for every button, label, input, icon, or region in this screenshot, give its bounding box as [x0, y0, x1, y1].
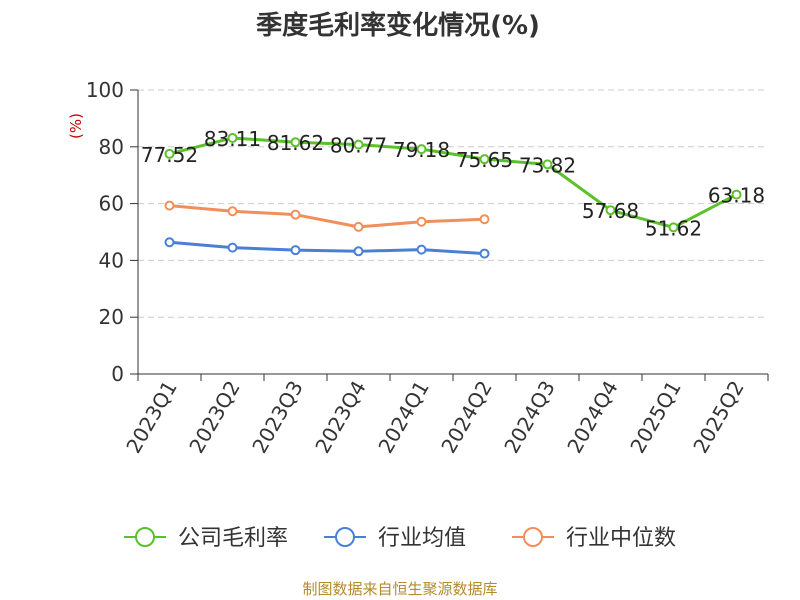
data-label-2023Q3: 81.62: [267, 131, 324, 155]
point-s2-2023Q4: [353, 221, 364, 232]
x-tick-label-2023Q3: 2023Q3: [247, 377, 307, 458]
y-axis-label: (%): [67, 113, 85, 139]
x-tick-label-2024Q4: 2024Q4: [562, 377, 622, 458]
point-s2-2023Q1: [164, 200, 175, 211]
data-label-2023Q4: 80.77: [330, 134, 387, 158]
point-s1-2023Q2: [227, 242, 238, 253]
source-note: 制图数据来自恒生聚源数据库: [302, 580, 497, 598]
point-s0-2024Q2: [479, 154, 490, 165]
point-s1-2024Q2: [479, 248, 490, 259]
legend-label-1: 行业均值: [378, 526, 466, 551]
data-label-2024Q2: 75.65: [456, 148, 513, 172]
data-label-2024Q3: 73.82: [519, 153, 576, 177]
point-s0-2025Q1: [668, 222, 679, 233]
x-tick-label-2025Q2: 2025Q2: [688, 377, 748, 458]
point-s0-2025Q2: [731, 189, 742, 200]
point-s0-2024Q3: [542, 159, 553, 170]
point-s0-2023Q2: [227, 132, 238, 143]
point-s1-2023Q4: [353, 246, 364, 257]
y-tick-label-0: 0: [111, 362, 124, 386]
point-s0-2024Q4: [605, 205, 616, 216]
x-tick-label-2023Q4: 2023Q4: [310, 377, 370, 458]
point-s1-2024Q1: [416, 244, 427, 255]
x-tick-label-2023Q1: 2023Q1: [121, 377, 181, 458]
y-tick-label-40: 40: [99, 248, 124, 272]
data-label-2024Q1: 79.18: [393, 138, 450, 162]
point-s1-2023Q1: [164, 237, 175, 248]
series-line-2: [169, 204, 485, 229]
series-lines: [164, 132, 742, 259]
x-tick-label-2024Q1: 2024Q1: [373, 377, 433, 458]
y-tick-label-20: 20: [99, 305, 124, 329]
legend-marker-1: [335, 527, 355, 547]
chart-title: 季度毛利率变化情况(%): [256, 10, 540, 41]
series-line-1: [169, 240, 485, 256]
point-s2-2023Q2: [227, 206, 238, 217]
legend-label-0: 公司毛利率: [178, 526, 288, 551]
data-label-2025Q2: 63.18: [708, 184, 765, 208]
point-s0-2023Q1: [164, 148, 175, 159]
x-tick-label-2024Q2: 2024Q2: [436, 377, 496, 458]
data-label-2023Q2: 83.11: [204, 127, 261, 151]
x-tick-label-2023Q2: 2023Q2: [184, 377, 244, 458]
point-s2-2024Q1: [416, 216, 427, 227]
point-s2-2023Q3: [290, 209, 301, 220]
point-s0-2024Q1: [416, 144, 427, 155]
y-tick-label-80: 80: [99, 135, 124, 159]
legend-marker-0: [135, 527, 155, 547]
legend: 公司毛利率 行业均值 行业中位数: [124, 526, 676, 551]
point-s1-2023Q3: [290, 245, 301, 256]
x-tick-label-2024Q3: 2024Q3: [499, 377, 559, 458]
data-label-2023Q1: 77.52: [141, 143, 198, 167]
series-line-0: [169, 136, 738, 229]
point-s0-2023Q4: [353, 139, 364, 150]
y-tick-label-60: 60: [99, 192, 124, 216]
data-label-2025Q1: 51.62: [645, 216, 702, 240]
point-s2-2024Q2: [479, 214, 490, 225]
point-s0-2023Q3: [290, 137, 301, 148]
legend-marker-2: [523, 527, 543, 547]
data-label-2024Q4: 57.68: [582, 199, 639, 223]
grid: [138, 89, 768, 318]
y-tick-label-100: 100: [86, 78, 124, 102]
legend-label-2: 行业中位数: [566, 526, 676, 551]
x-tick-label-2025Q1: 2025Q1: [625, 377, 685, 458]
